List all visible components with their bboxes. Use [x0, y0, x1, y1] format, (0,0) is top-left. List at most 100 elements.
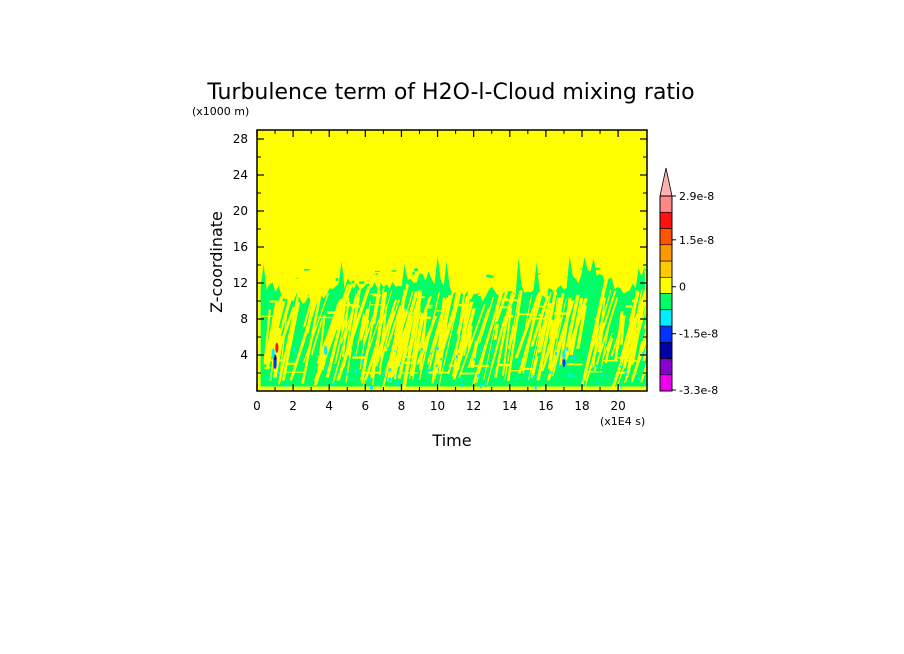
cloud-gap: [554, 293, 565, 339]
cloud-gap: [261, 315, 276, 317]
cloud-speck: [595, 267, 600, 270]
cloud-speck: [480, 384, 482, 389]
cloud-gap: [269, 300, 283, 303]
cloud-gap: [435, 297, 446, 373]
cloud-speck: [518, 360, 521, 364]
cloud-speck: [456, 360, 458, 362]
cloud-speck: [580, 268, 584, 270]
cloud-gap: [493, 323, 499, 340]
cloud-gap: [585, 290, 617, 381]
cloud-field: [260, 256, 647, 391]
cloud-gap: [586, 371, 603, 373]
cloud-speck: [598, 381, 600, 384]
cloud-speck: [515, 378, 518, 380]
cloud-gap: [414, 296, 425, 299]
cloud-speck: [467, 361, 469, 363]
cloud-gap: [502, 306, 509, 309]
cloud-gap: [528, 291, 549, 380]
cloud-gap: [352, 356, 367, 359]
cloud-speck: [486, 274, 491, 278]
cloud-speck: [642, 351, 645, 356]
cloud-gap: [289, 290, 321, 381]
cloud-gap: [316, 314, 326, 378]
cloud-speck: [459, 377, 463, 380]
cloud-speck: [391, 270, 397, 272]
colorbar-bin: [659, 276, 673, 294]
cloud-speck: [572, 355, 575, 359]
cloud-gap: [522, 367, 534, 370]
cloud-speck: [461, 384, 464, 388]
colorbar-bin: [659, 309, 673, 327]
cloud-speck: [293, 347, 296, 352]
cloud-speck: [573, 375, 576, 378]
colorbar-label: 0: [679, 281, 686, 294]
cloud-gap: [442, 371, 450, 374]
cloud-speck: [473, 358, 476, 361]
chart-title: Turbulence term of H2O-l-Cloud mixing ra…: [206, 80, 694, 105]
cloud-gap: [316, 299, 343, 364]
cloud-gap: [391, 319, 413, 378]
cloud-speck: [568, 374, 572, 378]
cloud-gap: [458, 304, 486, 378]
cloud-speck: [278, 371, 280, 376]
cloud-gap: [626, 360, 639, 362]
cloud-gap: [358, 308, 370, 341]
cloud-gap: [401, 290, 422, 391]
cloud-gap: [537, 303, 552, 353]
cloud-gap: [490, 316, 506, 369]
cloud-gap: [405, 356, 415, 358]
cloud-speck: [338, 370, 340, 374]
cloud-speck: [532, 363, 534, 366]
cloud-gap: [419, 328, 425, 351]
x-tick-label: 4: [325, 399, 333, 413]
cloud-speck: [489, 275, 494, 278]
cloud-speck: [526, 371, 528, 375]
cloud-gap: [462, 308, 476, 347]
cloud-speck: [429, 352, 433, 355]
cloud-speck: [361, 359, 364, 364]
cloud-gap: [615, 356, 634, 359]
colorbar-bin: [659, 358, 673, 376]
cloud-speck: [482, 383, 486, 387]
cloud-speck: [532, 375, 535, 378]
cloud-gap: [548, 319, 555, 339]
cloud-gap: [355, 313, 365, 356]
cloud-gap: [278, 290, 301, 383]
cloud-speck: [507, 349, 510, 351]
cloud-gap: [264, 366, 271, 369]
cloud-gap: [643, 310, 647, 329]
cloud-gap: [600, 327, 610, 369]
cloud-gap: [435, 311, 457, 368]
x-tick-label: 16: [538, 399, 553, 413]
colorbar-bin: [659, 211, 673, 229]
cloud-gap: [279, 307, 296, 344]
cloud-gap: [610, 316, 626, 357]
cloud-speck: [277, 374, 281, 377]
cloud-speck: [437, 372, 439, 375]
cloud-gap: [460, 372, 478, 375]
cloud-gap: [602, 332, 613, 359]
cloud-gap: [384, 305, 403, 352]
cloud-gap: [267, 300, 279, 348]
colorbar-label: -1.5e-8: [679, 328, 718, 341]
cloud-gap: [505, 294, 516, 315]
colorbar-bin: [659, 293, 673, 311]
cloud-gap: [400, 312, 417, 314]
cloud-gap: [475, 289, 502, 383]
cloud-speck: [491, 348, 494, 352]
cloud-speck: [303, 269, 310, 271]
extreme-spot: [275, 342, 279, 353]
colorbar-bin: [659, 374, 673, 392]
cloud-speck: [567, 279, 572, 282]
cloud-gap: [593, 297, 619, 372]
cloud-speck: [636, 373, 638, 375]
cloud-gap: [483, 292, 503, 380]
cloud-gap: [518, 292, 544, 374]
cloud-gap: [582, 278, 609, 381]
cloud-gap: [301, 289, 323, 384]
cloud-speck: [388, 377, 392, 382]
y-tick-label: 28: [233, 132, 248, 146]
cloud-speck: [396, 374, 398, 377]
cloud-speck: [613, 378, 615, 381]
cloud-gap: [514, 294, 541, 359]
